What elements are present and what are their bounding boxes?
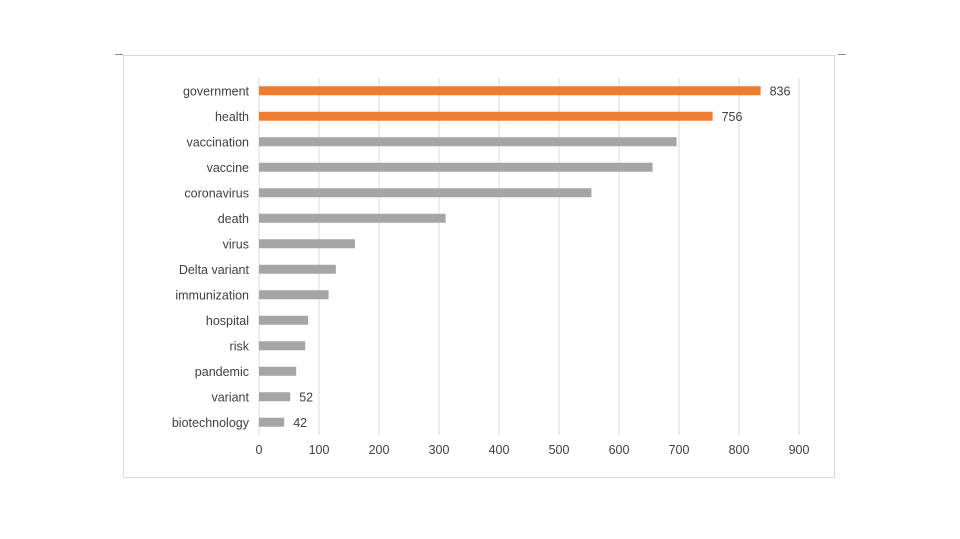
x-tick-label: 600 (609, 443, 630, 457)
data-label: 836 (770, 84, 791, 98)
frame-corner-mark-left (115, 54, 123, 55)
bar-delta-variant (259, 264, 336, 274)
category-label: coronavirus (184, 186, 249, 200)
bar-immunization (259, 290, 329, 300)
bar-variant (259, 392, 291, 402)
data-label: 42 (293, 416, 307, 430)
bars (259, 86, 761, 427)
category-label: vaccination (186, 135, 249, 149)
x-tick-label: 800 (729, 443, 750, 457)
bar-government (259, 86, 761, 96)
category-label: virus (223, 237, 249, 251)
category-label: risk (230, 339, 250, 353)
category-label: pandemic (195, 365, 249, 379)
bar-virus (259, 239, 355, 249)
x-tick-label: 200 (369, 443, 390, 457)
category-label: death (218, 212, 249, 226)
category-label: Delta variant (179, 263, 250, 277)
category-label: government (183, 84, 250, 98)
bar-biotechnology (259, 417, 285, 427)
category-label: health (215, 110, 249, 124)
x-tick-label: 100 (309, 443, 330, 457)
bar-risk (259, 341, 306, 351)
category-label: hospital (206, 314, 249, 328)
gridlines (258, 78, 800, 435)
data-label: 756 (722, 110, 743, 124)
x-tick-label: 300 (429, 443, 450, 457)
x-tick-label: 900 (789, 443, 810, 457)
data-label: 52 (299, 390, 313, 404)
bar-health (259, 111, 713, 121)
bar-pandemic (259, 366, 297, 376)
value-labels: 836 756 52 42 (293, 84, 790, 430)
bar-vaccine (259, 162, 653, 172)
frame-corner-mark-right (838, 54, 846, 55)
category-label: immunization (175, 288, 249, 302)
x-tick-label: 0 (256, 443, 263, 457)
x-tick-labels: 0 100 200 300 400 500 600 700 800 900 (256, 443, 810, 457)
chart-frame (123, 55, 835, 478)
category-label: vaccine (207, 161, 249, 175)
x-tick-label: 400 (489, 443, 510, 457)
category-label: variant (211, 390, 249, 404)
category-label: biotechnology (172, 416, 250, 430)
category-labels: government health vaccination vaccine corona… (172, 84, 250, 430)
bar-death (259, 213, 446, 223)
bar-vaccination (259, 137, 677, 147)
x-tick-label: 500 (549, 443, 570, 457)
x-tick-label: 700 (669, 443, 690, 457)
bar-hospital (259, 315, 309, 325)
bar-coronavirus (259, 188, 592, 198)
